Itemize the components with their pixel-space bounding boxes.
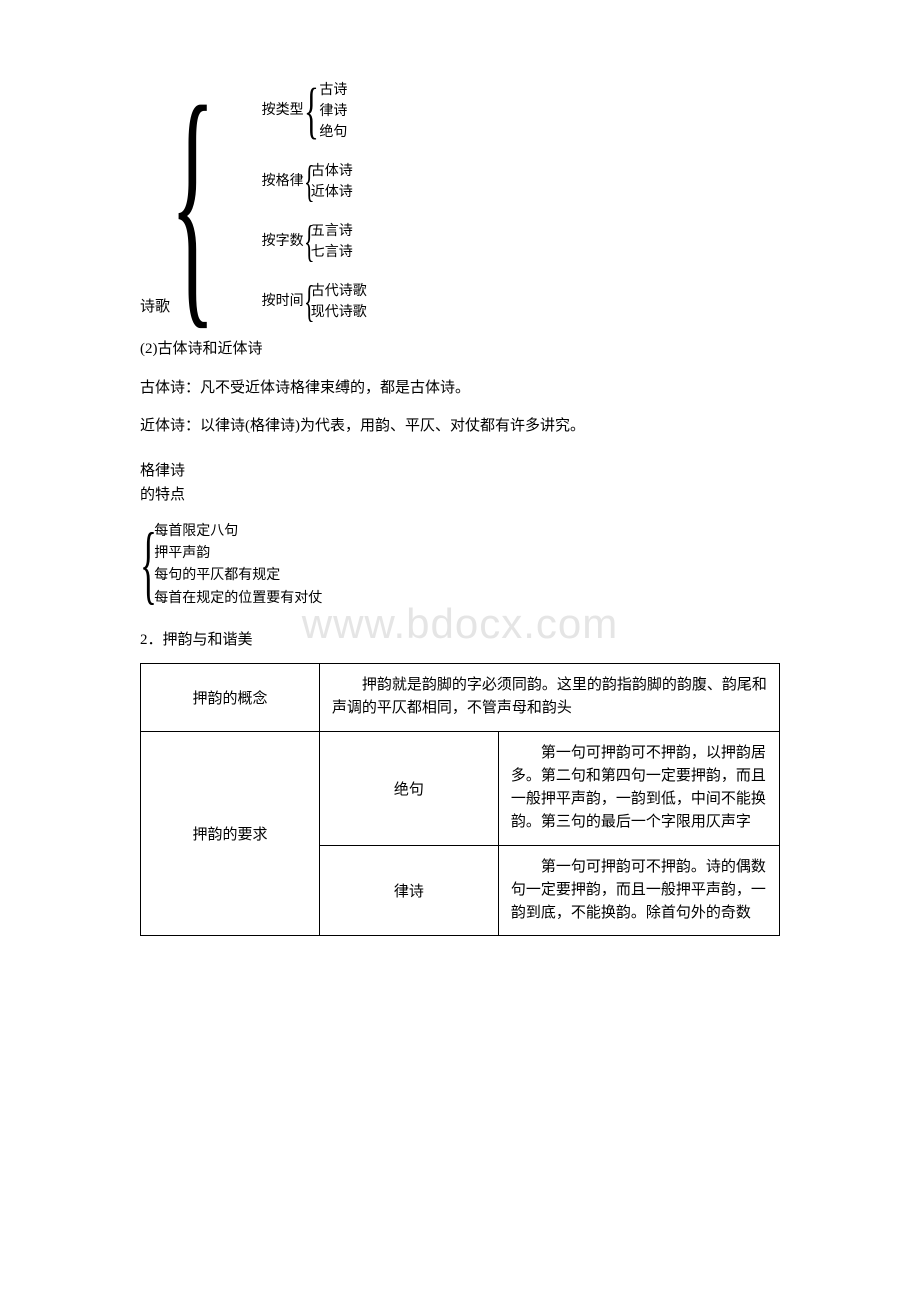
tree-item: 五言诗 [311,221,353,242]
tree-item: 近体诗 [311,182,353,203]
cell-jueju-label: 绝句 [319,731,498,845]
brace-icon: { [170,80,215,323]
poetry-classification-tree: 诗歌 { 按类型 { 古诗 律诗 绝句 按格律 { 古体诗 [140,80,780,323]
tree-item: 律诗 [319,101,347,122]
tree-group-label: 按格律 [262,171,304,193]
brace-icon: { [304,163,315,200]
tree-item: 现代诗歌 [311,302,367,323]
gelvshi-features: { 每首限定八句 押平声韵 每句的平仄都有规定 每首在规定的位置要有对仗 [140,521,780,611]
tree-group-label: 按字数 [262,231,304,253]
tree-item: 古诗 [319,80,347,101]
cell-concept-text: 押韵就是韵脚的字必须同韵。这里的韵指韵脚的韵腹、韵尾和声调的平仄都相同，不管声母… [319,664,779,732]
tree-group: 按时间 { 古代诗歌 现代诗歌 [262,281,367,323]
brace-icon: { [140,528,157,603]
jinti-definition: 近体诗：以律诗(格律诗)为代表，用韵、平仄、对仗都有许多讲究。 [140,412,780,441]
section-2-heading: 2．押韵与和谐美 [140,628,780,649]
tree-item: 古体诗 [311,161,353,182]
feature-item: 每首限定八句 [154,521,322,543]
feature-item: 每首在规定的位置要有对仗 [154,588,322,610]
tree-group-label: 按类型 [262,100,304,122]
feature-item: 每句的平仄都有规定 [154,565,322,587]
tree-group: 按字数 { 五言诗 七言诗 [262,221,367,263]
cell-lvshi-text: 第一句可押韵可不押韵。诗的偶数句一定要押韵，而且一般押平声韵，一韵到底，不能换韵… [498,845,779,936]
section-number: (2)古体诗和近体诗 [140,335,780,364]
brace-icon: { [304,223,315,260]
gelvshi-label-line1: 格律诗 [140,459,780,483]
tree-group: 按类型 { 古诗 律诗 绝句 [262,80,367,143]
table-row: 押韵的概念 押韵就是韵脚的字必须同韵。这里的韵指韵脚的韵腹、韵尾和声调的平仄都相… [141,664,780,732]
brace-icon: { [304,85,319,138]
gelvshi-label: 格律诗 的特点 [140,459,780,507]
guti-definition: 古体诗：凡不受近体诗格律束缚的，都是古体诗。 [140,374,780,403]
table-row: 押韵的要求 绝句 第一句可押韵可不押韵，以押韵居多。第二句和第四句一定要押韵，而… [141,731,780,845]
gelvshi-label-line2: 的特点 [140,483,780,507]
tree-group: 按格律 { 古体诗 近体诗 [262,161,367,203]
tree-root-label: 诗歌 [140,295,170,323]
cell-concept-label: 押韵的概念 [141,664,320,732]
tree-item: 绝句 [319,122,347,143]
rhyme-table: 押韵的概念 押韵就是韵脚的字必须同韵。这里的韵指韵脚的韵腹、韵尾和声调的平仄都相… [140,663,780,936]
cell-requirement-label: 押韵的要求 [141,731,320,936]
cell-jueju-text: 第一句可押韵可不押韵，以押韵居多。第二句和第四句一定要押韵，而且一般押平声韵，一… [498,731,779,845]
feature-item: 押平声韵 [154,543,322,565]
tree-group-label: 按时间 [262,291,304,313]
brace-icon: { [304,283,315,320]
cell-lvshi-label: 律诗 [319,845,498,936]
document-content: 诗歌 { 按类型 { 古诗 律诗 绝句 按格律 { 古体诗 [140,80,780,936]
tree-item: 古代诗歌 [311,281,367,302]
tree-item: 七言诗 [311,242,353,263]
